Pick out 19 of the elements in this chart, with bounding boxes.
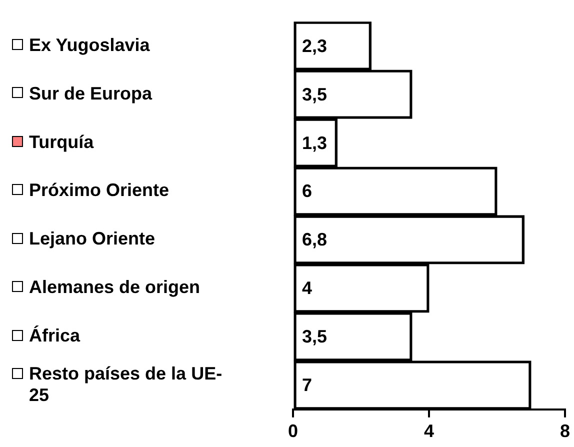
y-tick-label: Resto países de la UE-25 — [29, 363, 222, 405]
data-label: 1,3 — [302, 132, 328, 153]
data-label: 3,5 — [302, 326, 328, 347]
y-tick-label: Lejano Oriente — [29, 228, 156, 249]
x-tick-label: 8 — [560, 421, 570, 442]
y-tick-label: Turquía — [29, 132, 95, 152]
data-label: 4 — [302, 278, 312, 298]
data-label: 7 — [302, 375, 312, 396]
y-tick-label: Sur de Europa — [29, 83, 154, 104]
data-label: 3,5 — [302, 84, 328, 104]
data-label: 6,8 — [302, 230, 328, 250]
data-label: 6 — [302, 181, 312, 202]
x-tick-label: 4 — [424, 421, 434, 442]
data-label: 2,3 — [302, 36, 328, 56]
y-tick-label: Próximo Oriente — [29, 180, 170, 200]
y-tick-label: África — [29, 326, 82, 346]
x-tick-label: 0 — [288, 421, 298, 442]
y-tick-label: Ex Yugoslavia — [29, 34, 151, 55]
y-tick-label: Alemanes de origen — [29, 277, 200, 298]
